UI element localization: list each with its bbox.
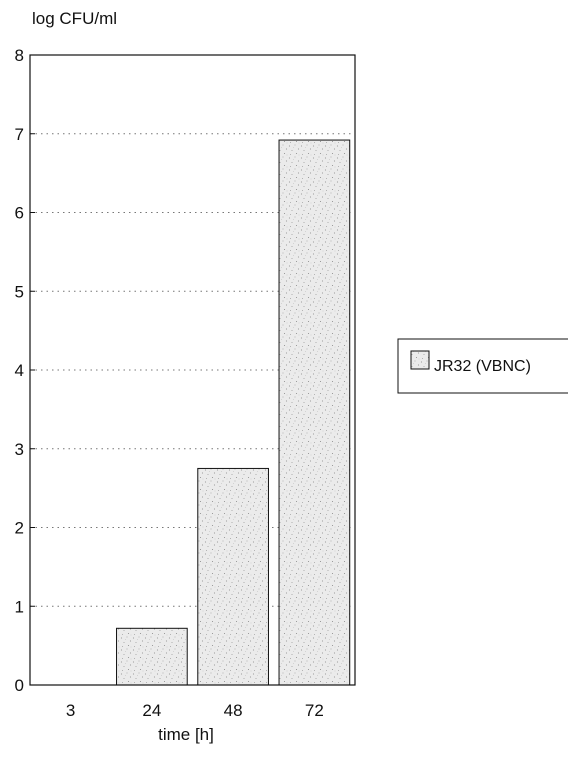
bar-72	[278, 139, 351, 686]
legend-label: JR32 (VBNC)	[434, 358, 531, 375]
x-tick-label: 24	[142, 701, 161, 720]
x-tick-label: 3	[66, 701, 75, 720]
bars	[116, 139, 351, 686]
x-tick-label: 48	[224, 701, 243, 720]
y-axis-ticks: 0 1 2 3 4 5 6 7 8	[15, 46, 35, 695]
x-axis-ticks: 3 24 48 72	[66, 701, 324, 720]
bar-48	[197, 467, 269, 686]
x-axis-title: time [h]	[158, 725, 214, 744]
y-tick-label: 0	[15, 676, 24, 695]
y-axis-title: log CFU/ml	[32, 9, 117, 28]
y-tick-label: 7	[15, 125, 24, 144]
y-tick-label: 3	[15, 440, 24, 459]
y-tick-label: 4	[15, 361, 24, 380]
y-tick-label: 2	[15, 519, 24, 538]
y-tick-label: 6	[15, 204, 24, 223]
legend-swatch	[410, 350, 430, 370]
y-tick-label: 1	[15, 597, 24, 616]
y-tick-label: 5	[15, 282, 24, 301]
x-tick-label: 72	[305, 701, 324, 720]
bar-24	[116, 627, 188, 686]
legend: JR32 (VBNC)	[397, 338, 568, 394]
y-tick-label: 8	[15, 46, 24, 65]
